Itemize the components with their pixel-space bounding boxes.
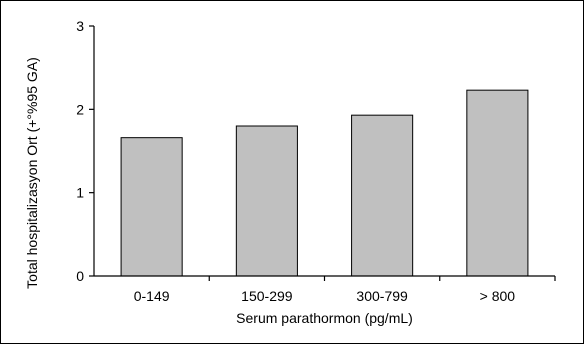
y-axis-title: Total hospitalizasyon Ort (+°%95 GA) bbox=[24, 57, 40, 289]
x-axis-title: Serum parathormon (pg/mL) bbox=[236, 310, 413, 326]
bar-2 bbox=[235, 125, 298, 277]
x-ticks-group: 0-149 150-299 300-799 > 800 bbox=[134, 276, 556, 304]
bars-group bbox=[120, 89, 529, 277]
x-tick-label: 0-149 bbox=[134, 288, 170, 304]
y-ticks-group: 0 1 2 3 bbox=[76, 18, 94, 284]
y-tick-label: 3 bbox=[76, 18, 84, 34]
x-tick-label: 300-799 bbox=[356, 288, 408, 304]
bar-4 bbox=[466, 89, 529, 277]
y-tick-label: 2 bbox=[76, 101, 84, 117]
bar-3 bbox=[351, 114, 414, 277]
bar-1 bbox=[120, 137, 183, 277]
x-tick-label: > 800 bbox=[480, 288, 516, 304]
x-tick-label: 150-299 bbox=[241, 288, 293, 304]
y-tick-label: 0 bbox=[76, 268, 84, 284]
y-tick-label: 1 bbox=[76, 185, 84, 201]
